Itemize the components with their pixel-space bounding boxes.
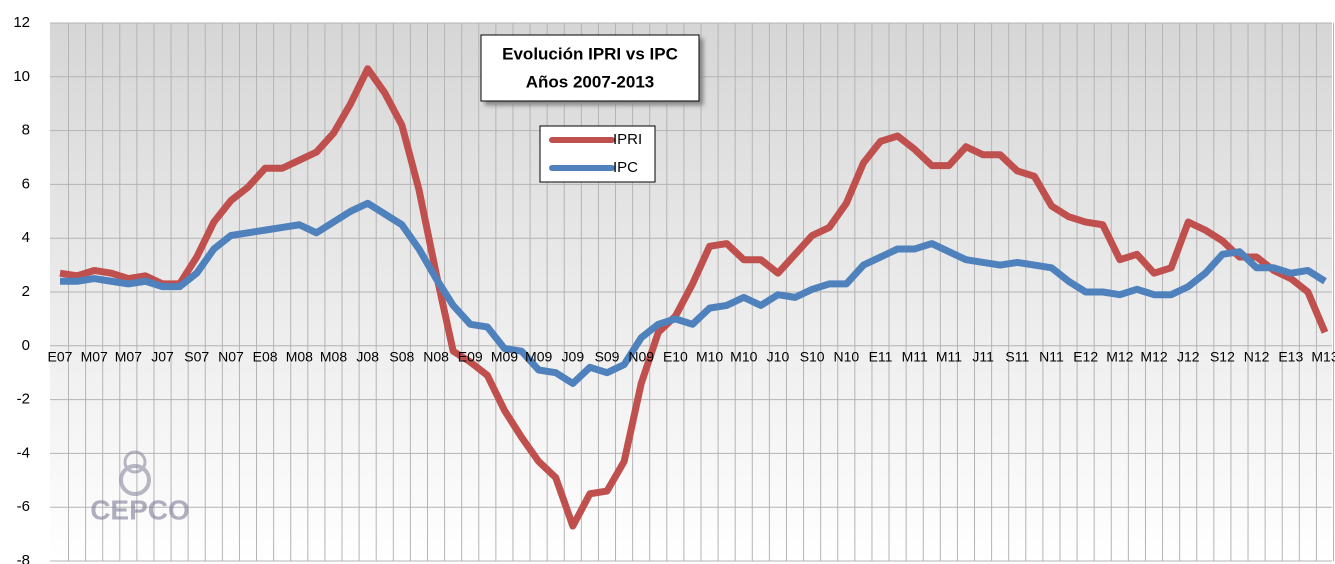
y-tick-label: 2	[22, 283, 30, 300]
y-tick-label: 8	[22, 122, 30, 139]
x-tick-label: J11	[972, 349, 994, 365]
legend: IPRI IPC	[539, 125, 656, 183]
x-tick-label: M13	[1311, 349, 1335, 365]
watermark: CEPCO	[90, 450, 190, 525]
x-tick-label: S11	[1005, 349, 1029, 365]
x-tick-label: M11	[936, 349, 962, 365]
y-tick-label: 0	[22, 337, 30, 354]
x-tick-label: N10	[834, 349, 860, 365]
y-tick-label: 6	[22, 175, 30, 192]
x-tick-label: J09	[562, 349, 585, 365]
x-tick-label: M08	[320, 349, 347, 365]
x-tick-label: E11	[869, 349, 893, 365]
x-tick-label: M12	[1106, 349, 1133, 365]
x-tick-label: S08	[389, 349, 414, 365]
x-tick-label: S12	[1210, 349, 1235, 365]
x-tick-label: S10	[800, 349, 825, 365]
y-tick-label: -6	[17, 498, 30, 515]
data-line	[59, 65, 1329, 530]
x-tick-label: M10	[696, 349, 723, 365]
x-tick-label: M07	[81, 349, 108, 365]
y-tick-label: 12	[13, 14, 30, 31]
data-line	[60, 199, 1327, 387]
x-tick-label: J10	[767, 349, 790, 365]
x-tick-label: J07	[151, 349, 174, 365]
x-tick-label: E08	[253, 349, 278, 365]
x-tick-label: E09	[458, 349, 483, 365]
chart-subtitle: Años 2007-2013	[526, 72, 655, 91]
x-tick-label: N12	[1244, 349, 1270, 365]
x-tick-label: E07	[48, 349, 73, 365]
x-tick-label: M12	[1140, 349, 1167, 365]
legend-label: IPC	[613, 159, 638, 176]
x-tick-label: S09	[595, 349, 620, 365]
x-tick-label: M09	[491, 349, 518, 365]
lines	[59, 65, 1329, 530]
x-tick-label: M08	[286, 349, 313, 365]
x-tick-label: J08	[356, 349, 379, 365]
x-tick-label: N11	[1039, 349, 1064, 365]
x-tick-label: M09	[525, 349, 552, 365]
x-tick-label: J12	[1177, 349, 1200, 365]
title-box: Evolución IPRI vs IPC Años 2007-2013	[480, 34, 700, 102]
x-tick-label: N07	[218, 349, 244, 365]
x-tick-label: E10	[663, 349, 688, 365]
x-tick-label: M07	[115, 349, 142, 365]
x-tick-label: M10	[730, 349, 757, 365]
y-tick-label: 10	[13, 68, 30, 85]
x-tick-label: S07	[184, 349, 209, 365]
x-tick-label: E13	[1278, 349, 1303, 365]
legend-label: IPRI	[613, 131, 642, 148]
logo-text: CEPCO	[90, 494, 190, 525]
chart-title: Evolución IPRI vs IPC	[502, 44, 678, 63]
y-tick-label: -4	[17, 444, 30, 461]
x-tick-label: M11	[902, 349, 928, 365]
y-tick-label: -2	[17, 391, 30, 408]
y-tick-label: 4	[22, 229, 30, 246]
x-tick-label: N08	[423, 349, 449, 365]
y-tick-label: -8	[17, 552, 30, 564]
x-tick-label: E12	[1073, 349, 1098, 365]
x-tick-label: N09	[628, 349, 654, 365]
